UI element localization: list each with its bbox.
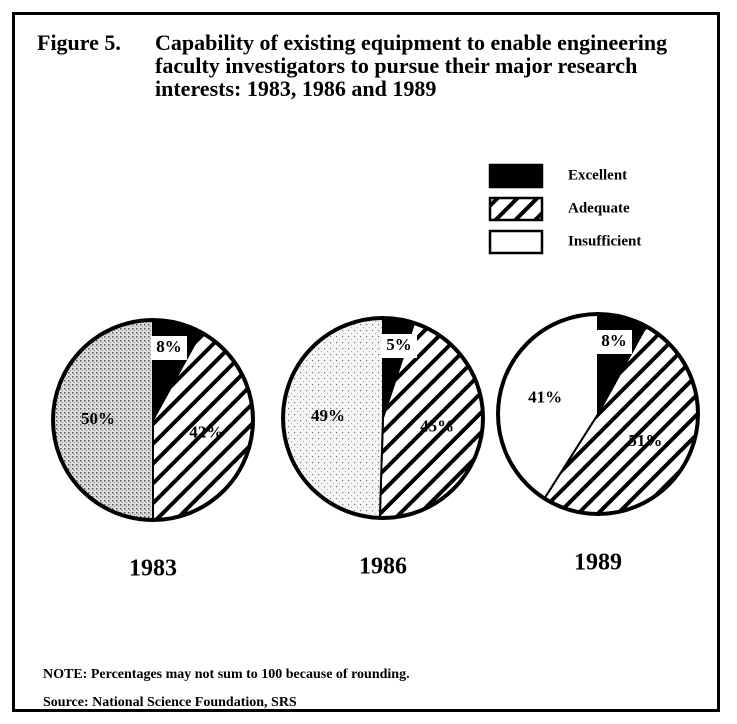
pie-title: 1983	[129, 556, 177, 582]
data-label: 51%	[628, 431, 662, 450]
legend-label: Insufficient	[568, 233, 641, 249]
title-block: Figure 5. Capability of existing equipme…	[37, 31, 697, 100]
label-box	[596, 330, 632, 354]
pie-title: 1986	[359, 554, 407, 580]
legend-swatch	[488, 229, 544, 255]
note: NOTE: Percentages may not sum to 100 bec…	[43, 667, 410, 682]
pie-outline	[281, 316, 485, 520]
legend-swatch	[488, 196, 544, 222]
frame: Figure 5. Capability of existing equipme…	[12, 12, 720, 712]
pie-outline	[51, 318, 255, 522]
legend-label: Excellent	[568, 167, 627, 183]
figure-number: Figure 5.	[37, 30, 121, 55]
pie-title: 1989	[574, 550, 622, 576]
label-box	[151, 336, 187, 360]
legend-label: Adequate	[568, 200, 630, 216]
data-label: 45%	[420, 416, 454, 435]
data-label: 8%	[156, 337, 182, 356]
legend-swatch	[488, 163, 544, 189]
label-box	[381, 334, 417, 358]
pie-outline	[496, 312, 700, 516]
chart-title: Capability of existing equipment to enab…	[155, 30, 668, 101]
data-label: 49%	[311, 406, 345, 425]
data-label: 42%	[189, 423, 223, 442]
data-label: 41%	[528, 388, 562, 407]
data-label: 8%	[601, 331, 627, 350]
data-label: 50%	[81, 409, 115, 428]
source: Source: National Science Foundation, SRS	[43, 695, 297, 710]
data-label: 5%	[386, 335, 412, 354]
